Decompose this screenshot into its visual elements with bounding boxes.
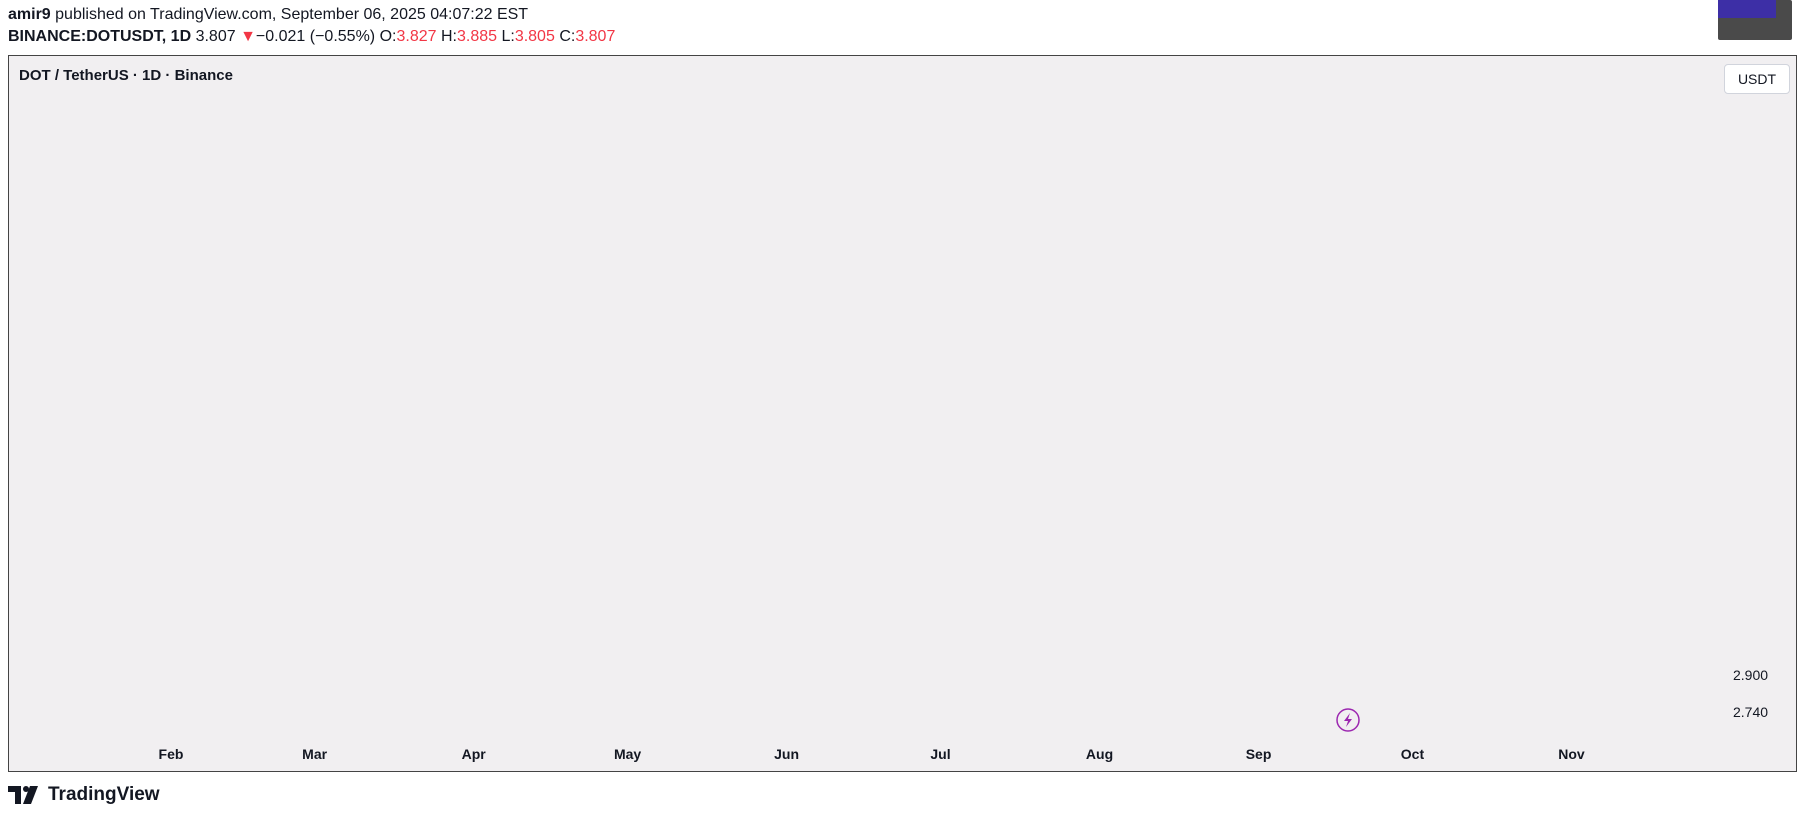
x-tick-label: May [614,746,641,762]
level-lower-label: 3.235 [1733,0,1768,3]
low-label: L: [501,28,515,45]
tradingview-logo-icon [8,786,38,804]
chart-title: DOT / TetherUS · 1D · Binance [19,67,233,84]
publisher-name[interactable]: amir9 [8,6,51,23]
low-value: 3.805 [514,28,555,45]
close-value: 3.807 [575,28,616,45]
question-icon [1403,0,1457,27]
ohlc-line: BINANCE:DOTUSDT, 1D 3.807 ▼−0.021 (−0.55… [8,28,615,46]
question-icon-glyph: ? [1420,0,1441,9]
lightning-icon [1336,708,1360,732]
high-value: 3.885 [456,28,498,45]
change-value: −0.021 (−0.55%) [255,28,376,45]
publish-info: amir9 published on TradingView.com, Sept… [8,6,528,24]
chart-frame[interactable] [8,55,1797,772]
x-tick-label: Aug [1086,746,1113,762]
symbol-label: BINANCE:DOTUSDT, 1D [8,28,192,45]
x-tick-label: Nov [1558,746,1585,762]
change-arrow: ▼ [240,28,256,45]
y-tick-label: 2.740 [1733,704,1768,720]
y-axis: 6.5006.0005.6005.2004.8004.4004.1003.500… [1733,0,1768,720]
lightning-icon-bolt [1344,713,1352,727]
tradingview-logo[interactable]: TradingView [8,784,160,806]
y-tick-label: 2.900 [1733,667,1768,683]
x-tick-label: Mar [302,746,327,762]
last-price: 3.807 [195,28,236,45]
open-label: O: [379,28,397,45]
brand-name: TradingView [48,784,160,805]
x-tick-label: Jul [930,746,950,762]
close-label: C: [559,28,576,45]
currency-button[interactable]: USDT [1724,64,1790,94]
level-lower-badge [1718,0,1776,18]
publish-text: published on TradingView.com, September … [55,6,529,23]
x-tick-label: Feb [159,746,184,762]
x-axis: Feb Mar Apr May Jun Jul Aug Sep Oct Nov [159,746,1585,762]
open-value: 3.827 [396,28,437,45]
high-label: H: [440,28,457,45]
x-tick-label: Oct [1401,746,1425,762]
plot-area: ? [1336,0,1457,732]
x-tick-label: Sep [1246,746,1272,762]
x-tick-label: Apr [462,746,487,762]
x-tick-label: Jun [774,746,799,762]
